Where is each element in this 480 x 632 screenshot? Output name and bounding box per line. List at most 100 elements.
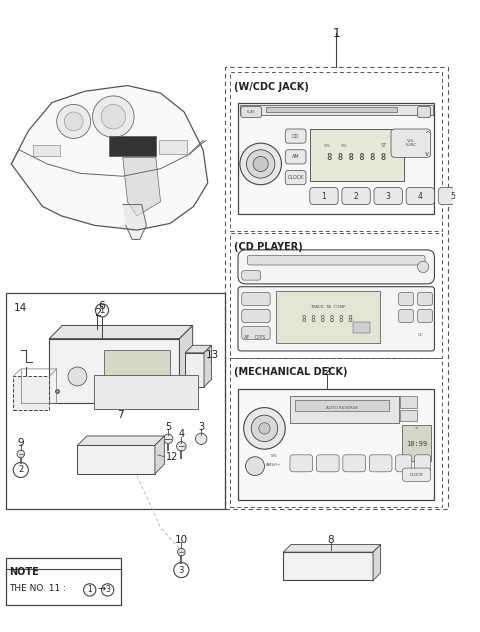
Circle shape	[253, 156, 268, 171]
Text: 13: 13	[206, 350, 219, 360]
FancyBboxPatch shape	[242, 270, 261, 280]
Bar	[6, 293, 225, 509]
Text: S/S: S/S	[271, 454, 277, 458]
Bar	[310, 129, 404, 181]
Text: **: **	[414, 427, 419, 430]
FancyBboxPatch shape	[238, 287, 434, 351]
FancyBboxPatch shape	[238, 250, 434, 284]
Text: NOTE: NOTE	[10, 568, 39, 577]
Polygon shape	[123, 205, 146, 240]
Circle shape	[84, 584, 96, 596]
Text: PLAY: PLAY	[247, 110, 255, 114]
Polygon shape	[155, 436, 164, 474]
Bar	[400, 410, 418, 421]
Circle shape	[17, 450, 24, 458]
Text: THE NO. 11 :: THE NO. 11 :	[10, 584, 69, 593]
Circle shape	[244, 408, 285, 449]
FancyBboxPatch shape	[398, 310, 414, 322]
FancyBboxPatch shape	[396, 455, 412, 472]
Text: →: →	[97, 584, 106, 594]
Text: 8 8 8 8 8 8: 8 8 8 8 8 8	[327, 153, 386, 162]
Polygon shape	[77, 436, 164, 446]
Text: AMS/f+: AMS/f+	[266, 463, 282, 467]
Circle shape	[64, 112, 83, 131]
Polygon shape	[180, 325, 192, 403]
Circle shape	[96, 304, 108, 317]
Text: 2: 2	[94, 308, 101, 319]
Text: AF: AF	[244, 335, 251, 339]
Circle shape	[247, 150, 275, 178]
Text: 5: 5	[450, 191, 455, 200]
Text: 1: 1	[332, 27, 340, 40]
Text: S/S: S/S	[324, 144, 330, 148]
FancyBboxPatch shape	[343, 455, 365, 472]
Circle shape	[178, 549, 185, 556]
Bar	[13, 377, 49, 410]
Polygon shape	[185, 345, 212, 353]
Polygon shape	[123, 157, 161, 216]
Text: 7: 7	[118, 410, 124, 420]
Text: ST: ST	[380, 143, 386, 149]
FancyBboxPatch shape	[316, 455, 339, 472]
Circle shape	[13, 463, 28, 478]
Bar	[238, 389, 434, 500]
Text: TRACK  TA  COMP: TRACK TA COMP	[310, 305, 346, 308]
FancyBboxPatch shape	[418, 293, 432, 306]
FancyBboxPatch shape	[285, 129, 306, 143]
Text: 2: 2	[323, 367, 330, 377]
Text: AM: AM	[292, 154, 300, 159]
Bar	[402, 425, 431, 461]
FancyBboxPatch shape	[406, 188, 434, 205]
Text: 3: 3	[105, 585, 110, 595]
Bar	[95, 375, 198, 408]
Circle shape	[102, 584, 114, 596]
Circle shape	[163, 434, 173, 444]
Text: S/S: S/S	[340, 144, 347, 148]
Text: 3: 3	[386, 191, 391, 200]
Text: CD: CD	[292, 133, 299, 138]
Text: ^: ^	[424, 131, 430, 137]
Bar	[266, 107, 396, 112]
Text: 18:99: 18:99	[406, 441, 427, 446]
Bar	[77, 446, 155, 474]
Bar	[185, 353, 204, 387]
FancyBboxPatch shape	[415, 455, 431, 472]
Polygon shape	[283, 545, 381, 552]
Text: AUTO REVERSE: AUTO REVERSE	[326, 406, 358, 410]
FancyBboxPatch shape	[241, 106, 262, 118]
Bar	[283, 552, 373, 580]
Bar	[276, 291, 380, 343]
Text: v: v	[425, 152, 429, 157]
Text: 12: 12	[166, 452, 179, 462]
Text: (W/CDC JACK): (W/CDC JACK)	[234, 82, 309, 92]
Text: 8 8 8 8 8 8: 8 8 8 8 8 8	[302, 315, 353, 324]
Circle shape	[177, 442, 186, 451]
Text: (MECHANICAL DECK): (MECHANICAL DECK)	[234, 367, 348, 377]
Circle shape	[246, 457, 264, 476]
Text: VOL
FUNC: VOL FUNC	[405, 139, 417, 147]
Bar	[33, 145, 60, 156]
Bar	[225, 66, 448, 509]
FancyBboxPatch shape	[470, 188, 480, 205]
Bar	[108, 136, 156, 156]
Text: 9: 9	[17, 438, 24, 448]
Circle shape	[57, 104, 91, 138]
Text: 2: 2	[354, 191, 359, 200]
FancyBboxPatch shape	[285, 171, 306, 185]
FancyBboxPatch shape	[418, 310, 432, 322]
Text: 2: 2	[18, 465, 24, 475]
Bar	[230, 358, 442, 507]
Text: 3: 3	[179, 566, 184, 574]
Circle shape	[418, 261, 429, 272]
Text: 4: 4	[418, 191, 423, 200]
Circle shape	[251, 415, 277, 442]
Polygon shape	[204, 345, 212, 387]
Circle shape	[259, 423, 270, 434]
Text: 6: 6	[99, 301, 105, 311]
Text: (CD PLAYER): (CD PLAYER)	[234, 242, 303, 252]
Text: 5: 5	[165, 422, 171, 432]
FancyBboxPatch shape	[242, 326, 270, 339]
Bar	[230, 233, 442, 358]
FancyBboxPatch shape	[290, 455, 312, 472]
FancyBboxPatch shape	[369, 455, 392, 472]
